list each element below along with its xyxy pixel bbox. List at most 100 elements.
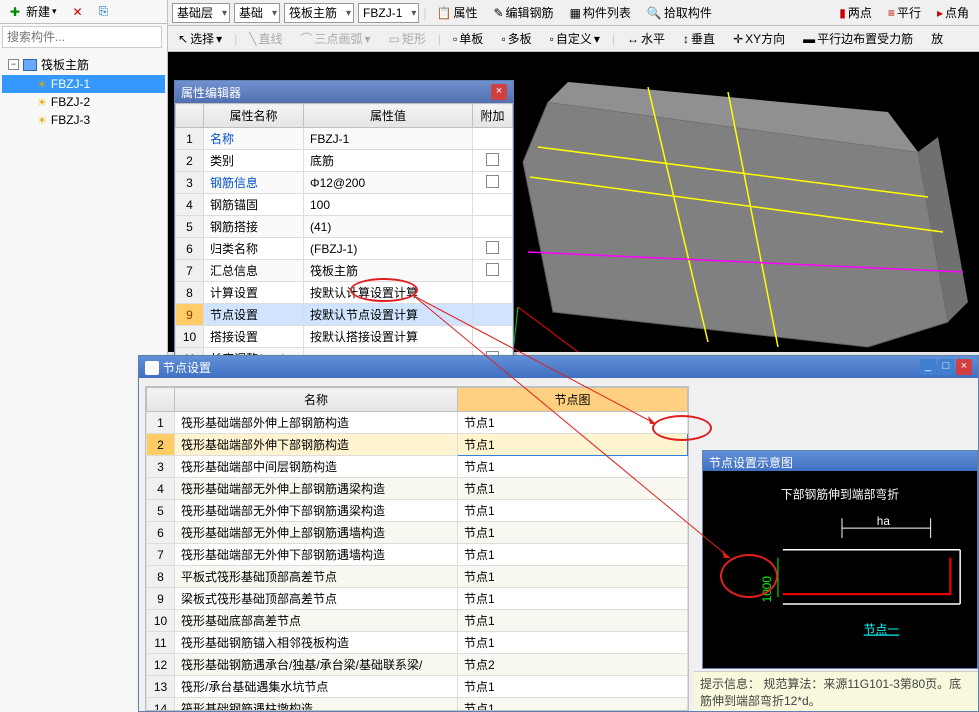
prop-value[interactable]: 按默认计算设置计算 [304,282,473,304]
node-panel-titlebar[interactable]: 节点设置 _ □ × [139,356,978,378]
property-row[interactable]: 1名称FBZJ-1 [176,128,513,150]
prop-check[interactable] [473,194,513,216]
node-row[interactable]: 13筏形/承台基础遇集水坑节点节点1 [147,676,688,698]
node-row[interactable]: 12筏形基础钢筋遇承台/独基/承台梁/基础联系梁/节点2 [147,654,688,676]
node-value[interactable]: 节点1 [458,522,688,544]
prop-value[interactable]: 按默认搭接设置计算 [304,326,473,348]
node-row[interactable]: 6筏形基础端部无外伸上部钢筋遇墙构造节点1 [147,522,688,544]
horiz-button[interactable]: ↔ 水平 [621,28,671,49]
property-row[interactable]: 10搭接设置按默认搭接设置计算 [176,326,513,348]
search-input[interactable] [2,26,162,48]
node-value[interactable]: 节点2 [458,654,688,676]
close-icon[interactable]: × [491,84,507,100]
node-row[interactable]: 14筏形基础钢筋遇柱墩构造节点1 [147,698,688,712]
node-row[interactable]: 8平板式筏形基础顶部高差节点节点1 [147,566,688,588]
node-value[interactable]: 节点1 [458,456,688,478]
property-row[interactable]: 2类别底筋 [176,150,513,172]
node-row[interactable]: 11筏形基础钢筋锚入相邻筏板构造节点1 [147,632,688,654]
prop-check[interactable] [473,128,513,150]
node-row[interactable]: 2筏形基础端部外伸下部钢筋构造节点1 [147,434,688,456]
tree-item[interactable]: ☀FBZJ-3 [2,111,165,129]
tree-item[interactable]: ☀FBZJ-2 [2,93,165,111]
vertex-button[interactable]: ▸ 点角 [931,2,975,23]
list-button[interactable]: ▦ 构件列表 [564,2,637,23]
new-button[interactable]: ✚ 新建 ▾ [4,1,63,22]
prop-value[interactable]: 筏板主筋 [304,260,473,282]
edge-button[interactable]: ▬ 平行边布置受力筋 [797,28,919,49]
panel-titlebar[interactable]: 属性编辑器 × [175,81,513,103]
vert-button[interactable]: ↕ 垂直 [677,28,721,49]
component-dropdown[interactable]: FBZJ-1 [358,3,419,23]
edit-rebar-button[interactable]: ✎ 编辑钢筋 [487,2,559,23]
select-button[interactable]: ↖ 选择 ▾ [172,28,228,49]
prop-check[interactable] [473,238,513,260]
node-value[interactable]: 节点1 [458,544,688,566]
single-button[interactable]: ▫ 单板 [447,28,489,49]
node-value[interactable]: 节点1 [458,588,688,610]
checkbox-icon[interactable] [486,241,499,254]
xy-button[interactable]: ✛ XY方向 [727,28,791,49]
arc-button[interactable]: ⌒ 三点画弧 ▾ [294,28,376,49]
property-row[interactable]: 5钢筋搭接(41) [176,216,513,238]
parallel-button[interactable]: ≡ 平行 [882,2,927,23]
node-value[interactable]: 节点1 [458,500,688,522]
prop-value[interactable]: 按默认节点设置计算 [304,304,473,326]
prop-value[interactable]: (41) [304,216,473,238]
collapse-icon[interactable]: − [8,59,19,70]
prop-check[interactable] [473,260,513,282]
checkbox-icon[interactable] [486,153,499,166]
checkbox-icon[interactable] [486,263,499,276]
prop-value[interactable]: FBZJ-1 [304,128,473,150]
prop-check[interactable] [473,326,513,348]
node-row[interactable]: 10筏形基础底部高差节点节点1 [147,610,688,632]
node-row[interactable]: 4筏形基础端部无外伸上部钢筋遇梁构造节点1 [147,478,688,500]
prop-check[interactable] [473,282,513,304]
prop-value[interactable]: Φ12@200 [304,172,473,194]
node-value[interactable]: 节点1 [458,610,688,632]
maximize-icon[interactable]: □ [938,359,954,375]
property-row[interactable]: 6归类名称(FBZJ-1) [176,238,513,260]
node-row[interactable]: 7筏形基础端部无外伸下部钢筋遇墙构造节点1 [147,544,688,566]
prop-check[interactable] [473,150,513,172]
prop-check[interactable] [473,216,513,238]
node-row[interactable]: 3筏形基础端部中间层钢筋构造节点1 [147,456,688,478]
custom-button[interactable]: ▫ 自定义 ▾ [544,28,606,49]
delete-button[interactable]: ✕ [67,3,89,21]
rect-button[interactable]: ▭ 矩形 [383,28,432,49]
node-value[interactable]: 节点1 [458,698,688,712]
prop-check[interactable] [473,172,513,194]
minimize-icon[interactable]: _ [920,359,936,375]
node-row[interactable]: 1筏形基础端部外伸上部钢筋构造节点1 [147,412,688,434]
two-point-button[interactable]: ▮ 两点 [833,2,878,23]
node-row[interactable]: 9梁板式筏形基础顶部高差节点节点1 [147,588,688,610]
node-value[interactable]: 节点1 [458,478,688,500]
property-row[interactable]: 7汇总信息筏板主筋 [176,260,513,282]
line-button[interactable]: ╲ 直线 [243,28,288,49]
property-row[interactable]: 4钢筋锚固100 [176,194,513,216]
release-button[interactable]: 放 [925,28,949,49]
node-row[interactable]: 5筏形基础端部无外伸下部钢筋遇梁构造节点1 [147,500,688,522]
node-value[interactable]: 节点1 [458,676,688,698]
property-row[interactable]: 9节点设置按默认节点设置计算 [176,304,513,326]
node-value[interactable]: 节点1 [458,566,688,588]
multi-button[interactable]: ▫ 多板 [495,28,537,49]
attr-button[interactable]: 📋 属性 [431,2,484,23]
close-icon[interactable]: × [956,359,972,375]
node-value[interactable]: 节点1 [458,412,688,434]
node-value[interactable]: 节点1 [458,632,688,654]
tree-item[interactable]: ☀FBZJ-1 [2,75,165,93]
property-row[interactable]: 3钢筋信息Φ12@200 [176,172,513,194]
node-value[interactable]: 节点1 [458,434,688,456]
type-dropdown[interactable]: 筏板主筋 [284,3,354,23]
property-row[interactable]: 8计算设置按默认计算设置计算 [176,282,513,304]
tree-root[interactable]: − 筏板主筋 [2,54,165,75]
prop-value[interactable]: 100 [304,194,473,216]
prop-value[interactable]: (FBZJ-1) [304,238,473,260]
pick-button[interactable]: 🔍 拾取构件 [641,2,718,23]
prop-value[interactable]: 底筋 [304,150,473,172]
prop-check[interactable] [473,304,513,326]
copy-button[interactable]: ⎘ [93,2,115,21]
category-dropdown[interactable]: 基础 [234,3,280,23]
layer-dropdown[interactable]: 基础层 [172,3,230,23]
checkbox-icon[interactable] [486,175,499,188]
